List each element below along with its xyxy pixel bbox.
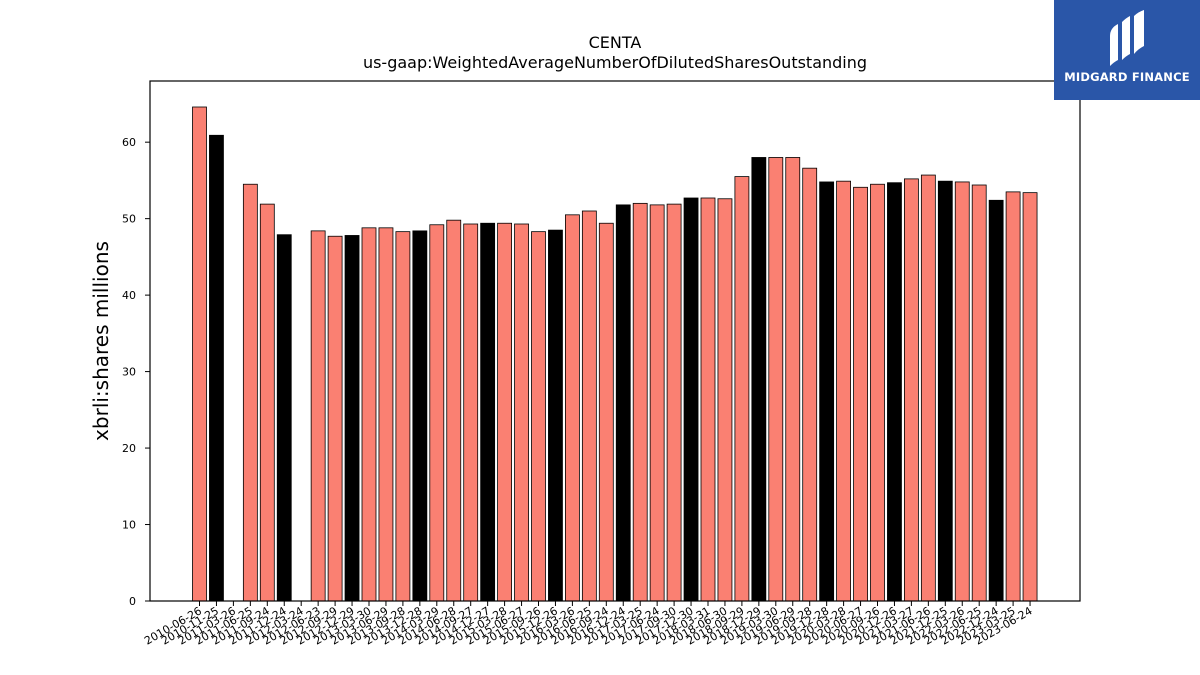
bar-2017-06-24 [649,204,665,602]
bar-2015-03-28 [497,222,513,602]
bar-2016-12-24 [615,204,631,602]
bar-2019-03-30 [768,157,784,602]
bar-2015-09-26 [531,231,546,602]
y-tick-label: 20 [122,442,136,455]
bar-2021-03-27 [904,178,919,602]
y-tick-label: 60 [122,136,136,149]
bar-2016-03-26 [565,214,580,602]
bar-2013-09-28 [395,231,411,602]
bar-2010-09-25 [209,134,224,602]
chart-subtitle: us-gaap:WeightedAverageNumberOfDilutedSh… [363,53,867,72]
y-tick-label: 10 [122,519,136,532]
bar-2012-09-29 [327,235,343,602]
bar-2016-06-25 [581,210,597,602]
bar-2022-03-26 [954,181,970,602]
y-tick-label: 50 [122,213,136,226]
bar-2017-12-30 [683,197,699,602]
bar-2016-09-24 [598,222,614,602]
bar-2017-09-30 [666,203,682,602]
y-tick-label: 30 [122,366,136,379]
bars-layer [192,106,1038,602]
y-tick-label: 0 [129,595,136,608]
bar-2018-03-31 [700,197,716,602]
bar-2014-06-28 [446,219,462,602]
bar-2018-06-30 [717,198,733,602]
bar-2022-12-24 [988,199,1004,602]
bar-2012-12-29 [344,235,360,602]
bar-2019-12-28 [819,181,835,602]
bar-2023-03-25 [1005,191,1021,602]
bar-2014-09-27 [463,223,479,602]
x-ticks: 2010-06-262010-11-252011-03-262011-06-25… [142,601,1035,648]
bar-2013-12-28 [412,230,428,602]
plot-frame [149,80,1081,602]
bar-2014-03-29 [429,224,445,602]
chart-title: CENTA [589,33,642,52]
midgard-logo: MIDGARD FINANCE [1054,0,1200,100]
bar-2020-03-28 [836,180,851,602]
bar-2010-06-26 [192,106,207,602]
bar-2023-06-24 [1022,192,1038,602]
bar-2011-09-24 [259,203,275,602]
y-ticks: 0 10 20 30 40 50 60 [122,136,150,608]
bar-2014-12-27 [480,222,496,602]
logo-text: MIDGARD FINANCE [1064,70,1190,84]
bar-2022-06-25 [971,184,987,602]
bar-2018-09-29 [734,176,750,602]
midgard-logo-mark-icon [1110,10,1144,66]
bar-2015-12-26 [548,229,563,602]
bar-2017-03-25 [632,202,648,602]
bar-2012-06-23 [310,230,326,602]
bar-2021-12-25 [937,180,953,602]
bar-2015-06-27 [514,223,529,602]
bar-2021-06-26 [920,174,936,602]
bar-2013-03-30 [361,227,377,602]
bar-2018-12-29 [751,157,767,602]
bar-2011-06-25 [242,183,258,602]
y-axis-label: xbrli:shares millions [89,241,113,441]
bar-2020-12-26 [887,182,902,602]
bar-2019-06-29 [785,157,801,602]
bar-2013-06-29 [378,227,394,602]
bar-2019-09-28 [802,167,818,602]
bar-2020-06-27 [853,186,868,602]
y-tick-label: 40 [122,289,136,302]
bar-2011-12-24 [276,234,292,602]
bar-2020-09-26 [870,183,885,602]
